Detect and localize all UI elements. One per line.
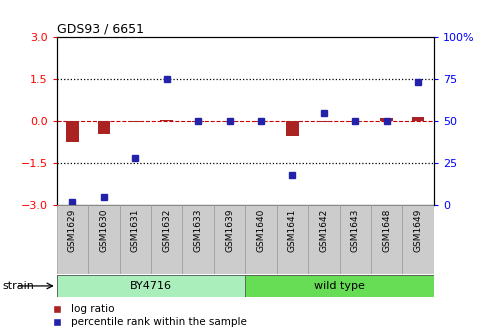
Bar [88, 205, 119, 274]
Bar [151, 205, 182, 274]
Bar [245, 205, 277, 274]
Text: wild type: wild type [314, 281, 365, 291]
Text: BY4716: BY4716 [130, 281, 172, 291]
Bar [245, 275, 434, 297]
Bar [317, 121, 330, 122]
Bar [412, 117, 424, 121]
Text: GSM1648: GSM1648 [382, 208, 391, 252]
Bar [286, 121, 299, 136]
Bar [349, 121, 361, 122]
Bar [192, 121, 205, 122]
Text: GSM1631: GSM1631 [131, 208, 140, 252]
Bar [255, 121, 267, 122]
Bar [66, 121, 79, 142]
Bar [402, 205, 434, 274]
Bar [182, 205, 214, 274]
Bar [371, 205, 402, 274]
Text: GSM1640: GSM1640 [256, 208, 266, 252]
Bar [277, 205, 308, 274]
Text: GSM1630: GSM1630 [99, 208, 108, 252]
Text: GSM1639: GSM1639 [225, 208, 234, 252]
Text: GSM1649: GSM1649 [414, 208, 423, 252]
Text: GSM1643: GSM1643 [351, 208, 360, 252]
Text: GSM1641: GSM1641 [288, 208, 297, 252]
Text: GSM1629: GSM1629 [68, 208, 77, 252]
Text: GSM1642: GSM1642 [319, 208, 328, 252]
Bar [160, 120, 173, 121]
Text: GSM1632: GSM1632 [162, 208, 171, 252]
Bar [340, 205, 371, 274]
Text: GDS93 / 6651: GDS93 / 6651 [57, 23, 143, 36]
Text: GSM1633: GSM1633 [194, 208, 203, 252]
Bar [223, 121, 236, 122]
Bar [214, 205, 246, 274]
Bar [57, 275, 245, 297]
Bar [98, 121, 110, 133]
Bar [129, 121, 141, 122]
Text: strain: strain [2, 281, 35, 291]
Bar [381, 118, 393, 121]
Bar [308, 205, 340, 274]
Legend: log ratio, percentile rank within the sample: log ratio, percentile rank within the sa… [52, 304, 246, 327]
Bar [119, 205, 151, 274]
Bar [57, 205, 88, 274]
